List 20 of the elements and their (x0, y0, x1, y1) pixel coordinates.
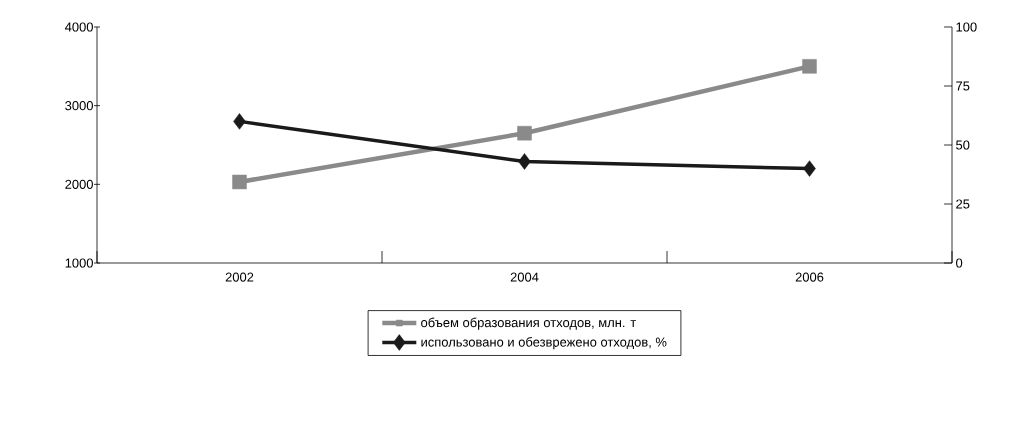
point (802, 59, 817, 74)
y-tick-label: 2000 (65, 179, 93, 189)
x-tick-label: 2002 (225, 272, 254, 282)
legend-label: использовано и обезврежено отходов, % (421, 337, 667, 350)
y-tick-label: 1000 (65, 258, 93, 268)
y2-tick-label: 100 (956, 22, 977, 32)
x-tick-label: 2006 (795, 272, 824, 282)
y-tick-label: 4000 (64, 22, 93, 32)
legend-label: объем образования отходов, млн. т (421, 317, 636, 330)
point (518, 153, 531, 170)
point (803, 160, 816, 177)
y2-tick-label: 25 (956, 199, 970, 209)
y2-tick-label: 0 (956, 258, 963, 268)
y2-tick-label: 75 (956, 81, 970, 91)
point (233, 113, 246, 130)
y-tick-label: 3000 (65, 101, 93, 111)
point (517, 125, 532, 141)
y2-tick-label: 50 (956, 140, 970, 150)
x-tick-label: 2004 (510, 272, 539, 282)
point (232, 174, 247, 190)
